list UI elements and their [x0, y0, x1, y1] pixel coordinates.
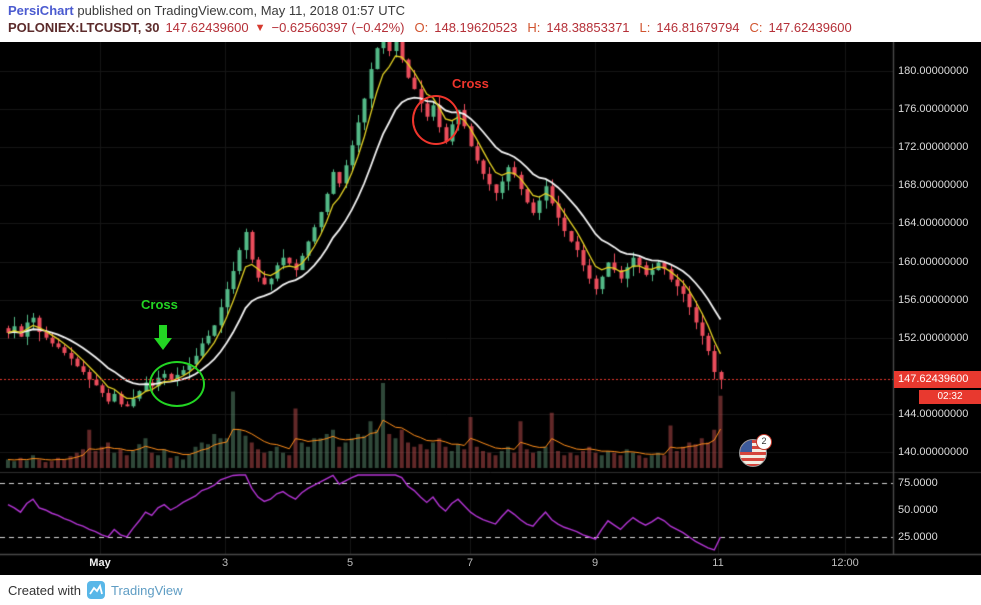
time-axis-label: May — [89, 557, 111, 569]
annotation-cross-up-label[interactable]: Cross — [141, 297, 178, 312]
price-axis-label: 140.00000000 — [898, 446, 969, 458]
time-axis-label: 9 — [591, 557, 599, 569]
change-down-icon: ▼ — [254, 21, 266, 34]
price-axis-label: 144.00000000 — [898, 407, 969, 420]
last-price-tag: 147.62439600 — [894, 371, 981, 388]
chart-area: 180.00000000 176.00000000 172.00000000 168.… — [0, 42, 981, 575]
time-axis-label: 11 — [712, 557, 724, 569]
price-axis-label: 160.00000000 — [898, 255, 969, 268]
cross-up-circle[interactable] — [149, 361, 205, 407]
price-chart-canvas[interactable] — [0, 42, 981, 575]
close-label: C: — [749, 20, 763, 35]
low-label: L: — [639, 20, 651, 35]
price-axis-label: 180.00000000 — [898, 65, 969, 77]
time-axis-label: 7 — [466, 557, 474, 569]
symbol-link[interactable]: POLONIEX:LTCUSDT, 30 — [8, 20, 160, 35]
bar-countdown: 02:32 — [919, 390, 981, 404]
indicator-axis-label: 50.0000 — [898, 504, 938, 516]
price-axis-label: 164.00000000 — [898, 217, 969, 230]
price-axis-label: 152.00000000 — [898, 331, 969, 344]
last-price-text: 147.62439600 — [165, 20, 249, 35]
open-label: O: — [414, 20, 429, 35]
open-value: 148.19620523 — [434, 20, 518, 35]
time-axis-label: 12:00 — [831, 557, 859, 569]
indicator-axis-label: 25.0000 — [898, 531, 938, 543]
annotation-cross-down-label[interactable]: Cross — [452, 76, 489, 91]
marker-count-badge: 2 — [756, 434, 772, 450]
low-value: 146.81679794 — [656, 20, 740, 35]
high-label: H: — [527, 20, 541, 35]
price-axis-label: 168.00000000 — [898, 179, 969, 192]
time-axis-label: 5 — [346, 557, 354, 569]
price-axis-label: 156.00000000 — [898, 293, 969, 306]
time-axis[interactable]: May 3 5 7 9 11 12:00 — [0, 554, 981, 575]
tradingview-link[interactable]: TradingView — [110, 582, 183, 598]
price-axis-label: 176.00000000 — [898, 103, 969, 116]
change-text: −0.62560397 (−0.42%) — [271, 20, 405, 35]
price-axis-label: 172.00000000 — [898, 141, 969, 154]
cross-down-circle[interactable] — [412, 95, 460, 145]
price-axis[interactable]: 180.00000000 176.00000000 172.00000000 168.… — [893, 42, 981, 554]
indicator-axis-label: 75.0000 — [898, 477, 938, 489]
publish-line: PersiChart published on TradingView.com,… — [0, 0, 981, 18]
created-with-text: Created with — [8, 582, 81, 598]
author-link[interactable]: PersiChart — [8, 3, 74, 18]
header: PersiChart published on TradingView.com,… — [0, 0, 981, 42]
footer: Created with TradingView — [0, 575, 981, 605]
down-arrow-icon[interactable] — [153, 325, 173, 351]
high-value: 148.38853371 — [546, 20, 630, 35]
tradingview-logo-icon — [86, 581, 105, 599]
publish-info: published on TradingView.com, May 11, 20… — [77, 3, 405, 18]
symbol-info-bar: POLONIEX:LTCUSDT, 30 147.62439600 ▼ −0.6… — [0, 18, 981, 35]
time-axis-label: 3 — [221, 557, 229, 569]
idea-flag-marker[interactable]: 2 — [739, 434, 772, 469]
close-value: 147.62439600 — [768, 20, 852, 35]
